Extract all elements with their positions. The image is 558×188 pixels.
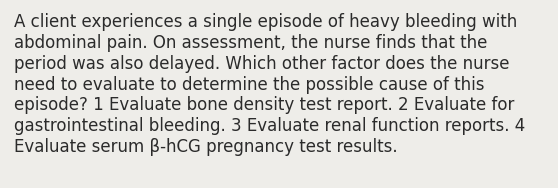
Text: A client experiences a single episode of heavy bleeding with abdominal pain. On : A client experiences a single episode of… bbox=[14, 13, 525, 156]
